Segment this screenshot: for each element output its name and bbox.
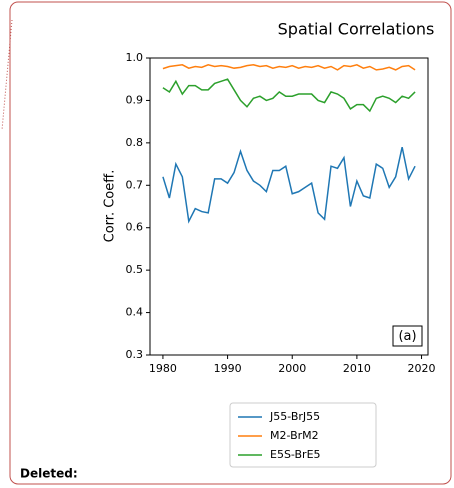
y-tick-label: 0.4 xyxy=(126,306,144,319)
x-tick-label: 2020 xyxy=(408,362,436,375)
annotation: (a) xyxy=(398,329,416,344)
annotation-box xyxy=(392,325,423,347)
chart-title: Spatial Correlations xyxy=(278,20,435,39)
series-line xyxy=(162,78,416,113)
y-tick-label: 0.5 xyxy=(126,263,144,276)
y-axis-label: Corr. Coeff. xyxy=(103,170,118,243)
comment-connector xyxy=(1,19,13,131)
y-tick-label: 0.3 xyxy=(126,348,144,361)
comment-box xyxy=(9,1,452,485)
x-tick-label: 1990 xyxy=(214,362,242,375)
legend xyxy=(229,402,377,468)
plot-frame xyxy=(149,57,429,356)
y-tick-label: 0.7 xyxy=(126,178,144,191)
y-tick-label: 0.6 xyxy=(126,221,144,234)
legend-label: E5S-BrE5 xyxy=(270,448,321,461)
y-tick-label: 0.9 xyxy=(126,93,144,106)
series-line xyxy=(162,146,416,224)
legend-label: M2-BrM2 xyxy=(270,429,319,442)
series-line xyxy=(162,63,416,71)
x-tick-label: 2010 xyxy=(343,362,371,375)
x-tick-label: 1980 xyxy=(149,362,177,375)
comment-label: Deleted: xyxy=(20,467,78,481)
x-tick-label: 2000 xyxy=(278,362,306,375)
y-tick-label: 0.8 xyxy=(126,136,144,149)
y-tick-label: 1.0 xyxy=(126,51,144,64)
legend-label: J55-BrJ55 xyxy=(269,410,320,423)
